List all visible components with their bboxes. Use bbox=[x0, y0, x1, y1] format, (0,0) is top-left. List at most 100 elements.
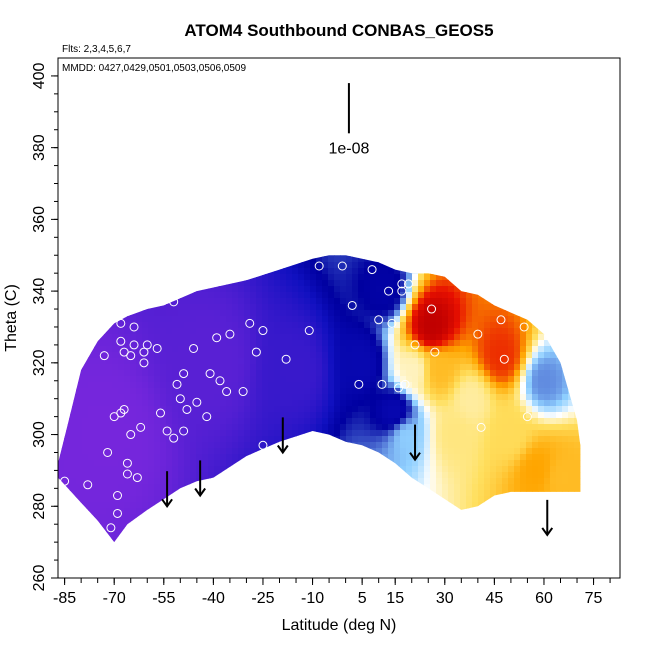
field-cell bbox=[154, 255, 161, 257]
field-cell bbox=[322, 346, 329, 353]
field-cell bbox=[112, 442, 119, 449]
field-cell bbox=[298, 556, 305, 563]
field-cell bbox=[322, 532, 329, 539]
field-cell bbox=[298, 154, 305, 161]
field-cell bbox=[82, 520, 89, 527]
field-cell bbox=[274, 550, 281, 557]
field-cell bbox=[184, 196, 191, 203]
field-cell bbox=[286, 394, 293, 401]
field-cell bbox=[346, 484, 353, 491]
field-cell bbox=[364, 394, 371, 401]
field-cell bbox=[250, 94, 257, 101]
field-cell bbox=[220, 328, 227, 335]
field-cell bbox=[136, 364, 143, 371]
field-cell bbox=[64, 562, 71, 569]
field-cell bbox=[178, 568, 185, 575]
field-cell bbox=[388, 226, 395, 233]
field-cell bbox=[286, 58, 293, 65]
field-cell bbox=[106, 256, 113, 263]
field-cell bbox=[388, 256, 395, 263]
field-cell bbox=[64, 232, 71, 239]
field-cell bbox=[298, 136, 305, 143]
field-cell bbox=[388, 406, 395, 413]
field-cell bbox=[232, 490, 239, 497]
field-cell bbox=[340, 460, 347, 467]
field-cell bbox=[292, 430, 299, 437]
field-cell bbox=[172, 160, 179, 167]
field-cell bbox=[160, 508, 167, 515]
field-cell bbox=[184, 442, 191, 449]
field-cell bbox=[232, 466, 239, 473]
field-cell bbox=[184, 178, 191, 185]
field-cell bbox=[382, 255, 389, 257]
field-cell bbox=[346, 520, 353, 527]
field-cell bbox=[238, 382, 245, 389]
field-cell bbox=[244, 484, 251, 491]
field-cell bbox=[268, 514, 275, 521]
field-cell bbox=[106, 532, 113, 539]
field-cell bbox=[400, 184, 407, 191]
field-cell bbox=[238, 148, 245, 155]
field-cell bbox=[352, 526, 359, 533]
field-cell bbox=[136, 262, 143, 269]
field-cell bbox=[196, 244, 203, 251]
field-cell bbox=[388, 100, 395, 107]
field-cell bbox=[376, 388, 383, 395]
field-cell bbox=[112, 106, 119, 113]
field-cell bbox=[346, 412, 353, 419]
field-cell bbox=[358, 436, 365, 443]
field-cell bbox=[358, 82, 365, 89]
field-cell bbox=[148, 382, 155, 389]
field-cell bbox=[166, 196, 173, 203]
field-cell bbox=[208, 226, 215, 233]
field-cell bbox=[256, 94, 263, 101]
field-cell bbox=[340, 490, 347, 497]
field-cell bbox=[82, 202, 89, 209]
field-cell bbox=[346, 58, 353, 65]
field-cell bbox=[232, 214, 239, 221]
field-cell bbox=[232, 82, 239, 89]
field-cell bbox=[214, 562, 221, 569]
field-cell bbox=[298, 172, 305, 179]
field-cell bbox=[112, 574, 119, 581]
field-cell bbox=[94, 130, 101, 137]
field-cell bbox=[196, 160, 203, 167]
field-cell bbox=[250, 142, 257, 149]
field-cell bbox=[154, 352, 161, 359]
field-cell bbox=[64, 418, 71, 425]
field-cell bbox=[184, 232, 191, 239]
field-cell bbox=[262, 496, 269, 503]
field-cell bbox=[244, 124, 251, 131]
field-cell bbox=[328, 286, 335, 293]
field-cell bbox=[100, 442, 107, 449]
field-cell bbox=[370, 238, 377, 245]
field-cell bbox=[316, 112, 323, 119]
field-cell bbox=[100, 436, 107, 443]
field-cell bbox=[184, 220, 191, 227]
field-cell bbox=[208, 568, 215, 575]
field-cell bbox=[202, 322, 209, 329]
field-cell bbox=[88, 388, 95, 395]
field-cell bbox=[292, 574, 299, 581]
field-cell bbox=[70, 124, 77, 131]
field-cell bbox=[70, 130, 77, 137]
field-cell bbox=[388, 328, 395, 335]
field-cell bbox=[310, 526, 317, 533]
field-cell bbox=[238, 538, 245, 543]
field-cell bbox=[94, 484, 101, 491]
field-cell bbox=[196, 406, 203, 413]
field-cell bbox=[340, 448, 347, 455]
field-cell bbox=[166, 526, 173, 533]
field-cell bbox=[136, 202, 143, 209]
field-cell bbox=[250, 214, 257, 221]
field-cell bbox=[382, 148, 389, 155]
field-cell bbox=[376, 370, 383, 377]
field-cell bbox=[82, 214, 89, 221]
field-cell bbox=[226, 388, 233, 395]
field-cell bbox=[334, 316, 341, 323]
field-cell bbox=[370, 568, 377, 575]
field-cell bbox=[304, 136, 311, 143]
field-cell bbox=[196, 208, 203, 215]
field-cell bbox=[328, 232, 335, 239]
field-cell bbox=[280, 190, 287, 197]
